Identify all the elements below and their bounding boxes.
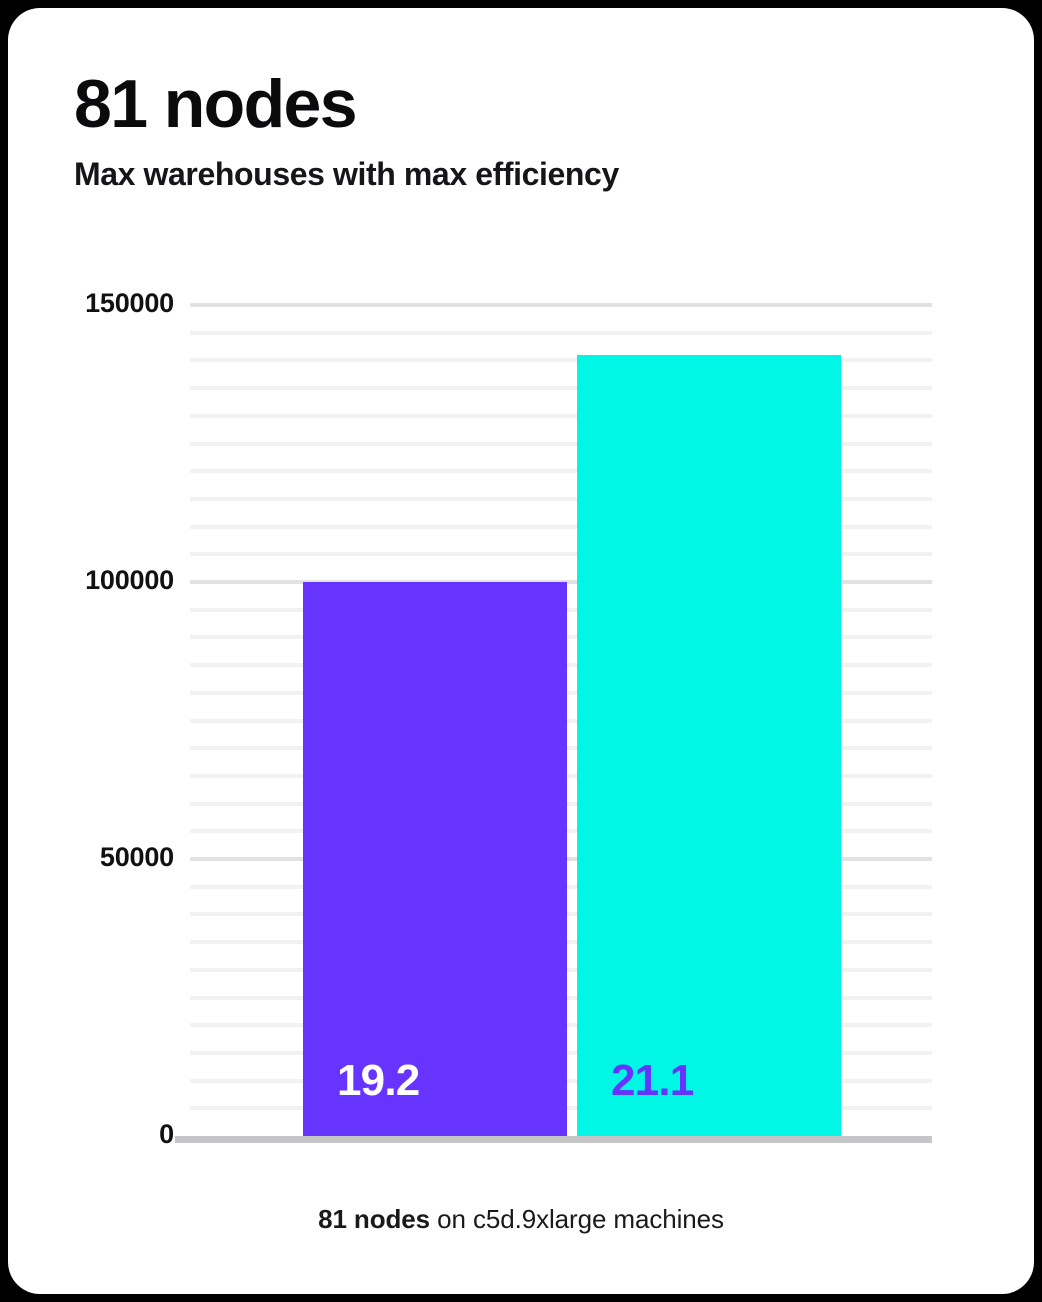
chart-header: 81 nodes Max warehouses with max efficie…	[74, 66, 974, 193]
chart-caption: 81 nodes on c5d.9xlarge machines	[8, 1204, 1034, 1235]
bar[interactable]: 21.1	[577, 354, 841, 1136]
caption-strong: 81 nodes	[318, 1204, 431, 1234]
y-axis-tick-label: 0	[159, 1119, 174, 1149]
gridline	[190, 386, 932, 391]
y-axis-tick-label: 100000	[85, 565, 174, 595]
bar-chart-plot: 19.2 21.1 0 50000 100000 150000	[8, 8, 1034, 1294]
gridline	[190, 469, 932, 474]
chart-card: 81 nodes Max warehouses with max efficie…	[8, 8, 1034, 1294]
caption-rest: on c5d.9xlarge machines	[430, 1204, 724, 1234]
gridline	[190, 524, 932, 529]
gridline	[190, 330, 932, 335]
bar[interactable]: 19.2	[303, 582, 567, 1136]
x-axis-line	[175, 1136, 932, 1143]
bar-value-label: 21.1	[611, 1056, 694, 1105]
chart-subtitle: Max warehouses with max efficiency	[74, 156, 619, 193]
bar-value-label: 19.2	[337, 1056, 420, 1105]
gridline	[190, 552, 932, 557]
gridline	[190, 303, 932, 307]
y-axis-tick-label: 50000	[99, 842, 174, 872]
gridline	[190, 496, 932, 501]
gridline	[190, 413, 932, 418]
y-axis-tick-label: 150000	[85, 288, 174, 318]
gridline	[190, 358, 932, 363]
gridline	[190, 441, 932, 446]
page-title: 81 nodes	[74, 66, 358, 142]
